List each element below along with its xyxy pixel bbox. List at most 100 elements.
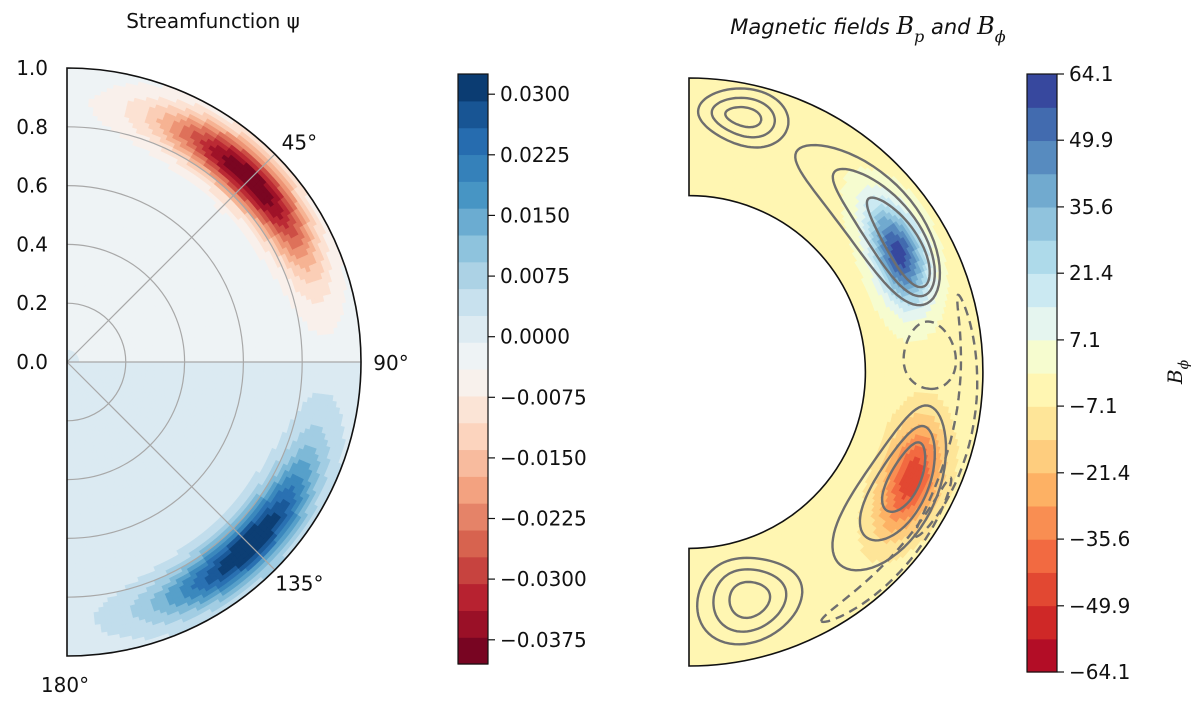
colorbar-level (1027, 240, 1057, 274)
radial-tick-label: 1.0 (16, 56, 48, 80)
colorbar-label: Bϕ (1163, 359, 1192, 385)
angle-tick-label: 45° (282, 131, 317, 155)
angle-tick-labels: 45° 90° 135° 180° (41, 131, 409, 697)
colorbar-label-b: B (1163, 369, 1187, 385)
colorbar-levels (1027, 74, 1057, 673)
colorbar-level (1027, 406, 1057, 441)
streamfunction-field (67, 68, 361, 656)
colorbar-level (458, 315, 488, 343)
colorbar-level (458, 529, 488, 558)
colorbar-level (458, 127, 488, 156)
colorbar-level (458, 583, 488, 611)
radial-tick-labels: 0.0 0.2 0.4 0.6 0.8 1.0 (16, 56, 48, 374)
colorbar-level (458, 74, 488, 102)
title-p-sub: p (914, 27, 924, 46)
colorbar-level (1027, 539, 1057, 573)
colorbar-level (458, 208, 488, 236)
colorbar-level (458, 288, 488, 316)
field-line-negative (913, 293, 979, 538)
radial-tick-label: 0.4 (16, 232, 48, 256)
colorbar-level (458, 476, 488, 504)
colorbar-level (1027, 173, 1057, 208)
colorbar-level (458, 234, 488, 263)
angle-tick-label: 135° (275, 571, 323, 595)
angular-grid-line (66, 361, 276, 571)
shell-outline (688, 77, 984, 667)
colorbar-level (458, 181, 488, 209)
field-line-positive (728, 580, 772, 620)
colorbar-tick-label: 0.0075 (500, 264, 570, 288)
colorbar-level (1027, 439, 1057, 474)
colorbar-level (458, 449, 488, 477)
colorbar-level (1027, 638, 1057, 673)
colorbar-tick-label: −0.0375 (500, 628, 587, 652)
colorbar-level (458, 395, 488, 424)
magnetic-field-panel: Magnetic fields Bp and Bϕ (688, 12, 1006, 667)
colorbar-level (1027, 206, 1057, 241)
title-phi-sub: ϕ (995, 27, 1006, 46)
title-b2: B (976, 12, 995, 40)
colorbar-level (1027, 74, 1057, 108)
colorbar-tick-label: −21.4 (1069, 461, 1130, 485)
colorbar-tick-label: 7.1 (1069, 328, 1101, 352)
field-line-positive (696, 556, 804, 646)
colorbar-tick-label: −49.9 (1069, 594, 1130, 618)
colorbar-label-sub: ϕ (1176, 359, 1192, 369)
angular-grid-line (66, 153, 276, 363)
field-line-positive (831, 167, 937, 298)
title-and: and (924, 15, 977, 39)
field-line-positive (865, 196, 931, 289)
colorbar-level (458, 422, 488, 451)
field-line-positive (880, 441, 927, 513)
magnetic-colorbar: 64.1 49.9 35.6 21.4 7.1 −7.1 −21.4 −35.6 −49.9 −6… (1026, 62, 1192, 684)
field-line-positive (724, 105, 763, 129)
colorbar-tick-label: 0.0000 (500, 325, 570, 349)
field-line-negative (820, 476, 953, 624)
colorbar-level (458, 100, 488, 129)
field-line-positive (696, 87, 790, 149)
streamfunction-title: Streamfunction ψ (126, 9, 300, 33)
colorbar-tick-label: −64.1 (1069, 660, 1130, 684)
colorbar-tick-label: −0.0300 (500, 567, 587, 591)
colorbar-tick-label: 0.0150 (500, 203, 570, 227)
colorbar-level (1027, 306, 1057, 341)
colorbar-tick-label: 35.6 (1069, 195, 1114, 219)
colorbar-frame (457, 73, 489, 665)
colorbar-level (458, 610, 488, 638)
colorbar-level (458, 369, 488, 397)
angle-tick-label: 90° (373, 351, 408, 375)
polar-axes-outline (66, 67, 362, 657)
field-line-negative (902, 320, 958, 391)
colorbar-tick-label: 0.0300 (500, 82, 570, 106)
colorbar-level (1027, 472, 1057, 507)
colorbar-tick-label: −7.1 (1069, 394, 1118, 418)
colorbar-level (1027, 339, 1057, 374)
colorbar-level (1027, 605, 1057, 640)
field-line-positive (831, 404, 948, 572)
field-line-positive (712, 568, 788, 633)
colorbar-level (458, 261, 488, 290)
colorbar-tick-labels: 0.0300 0.0225 0.0150 0.0075 0.0000 −0.0075 −0.… (488, 82, 587, 652)
colorbar-level (458, 154, 488, 182)
colorbar-level (458, 637, 488, 665)
colorbar-level (1027, 373, 1057, 407)
streamfunction-colorbar: 0.0300 0.0225 0.0150 0.0075 0.0000 −0.0075 −0.… (457, 73, 587, 665)
colorbar-level (1027, 572, 1057, 607)
radial-tick-label: 0.8 (16, 115, 48, 139)
colorbar-levels (458, 74, 488, 665)
angle-tick-label: 180° (41, 673, 89, 697)
field-line-positive (794, 143, 942, 307)
colorbar-frame (1026, 73, 1058, 673)
radial-tick-label: 0.6 (16, 174, 48, 198)
field-line-positive (710, 96, 776, 139)
radial-tick-label: 0.0 (16, 350, 48, 374)
magnetic-field-title: Magnetic fields Bp and Bϕ (730, 12, 1006, 46)
colorbar-level (1027, 505, 1057, 540)
colorbar-level (1027, 140, 1057, 175)
radial-tick-label: 0.2 (16, 291, 48, 315)
field-line-positive (858, 424, 937, 542)
colorbar-tick-label: 21.4 (1069, 261, 1114, 285)
colorbar-tick-labels: 64.1 49.9 35.6 21.4 7.1 −7.1 −21.4 −35.6 −49.9 −6… (1057, 62, 1130, 684)
title-b: B (895, 12, 914, 40)
